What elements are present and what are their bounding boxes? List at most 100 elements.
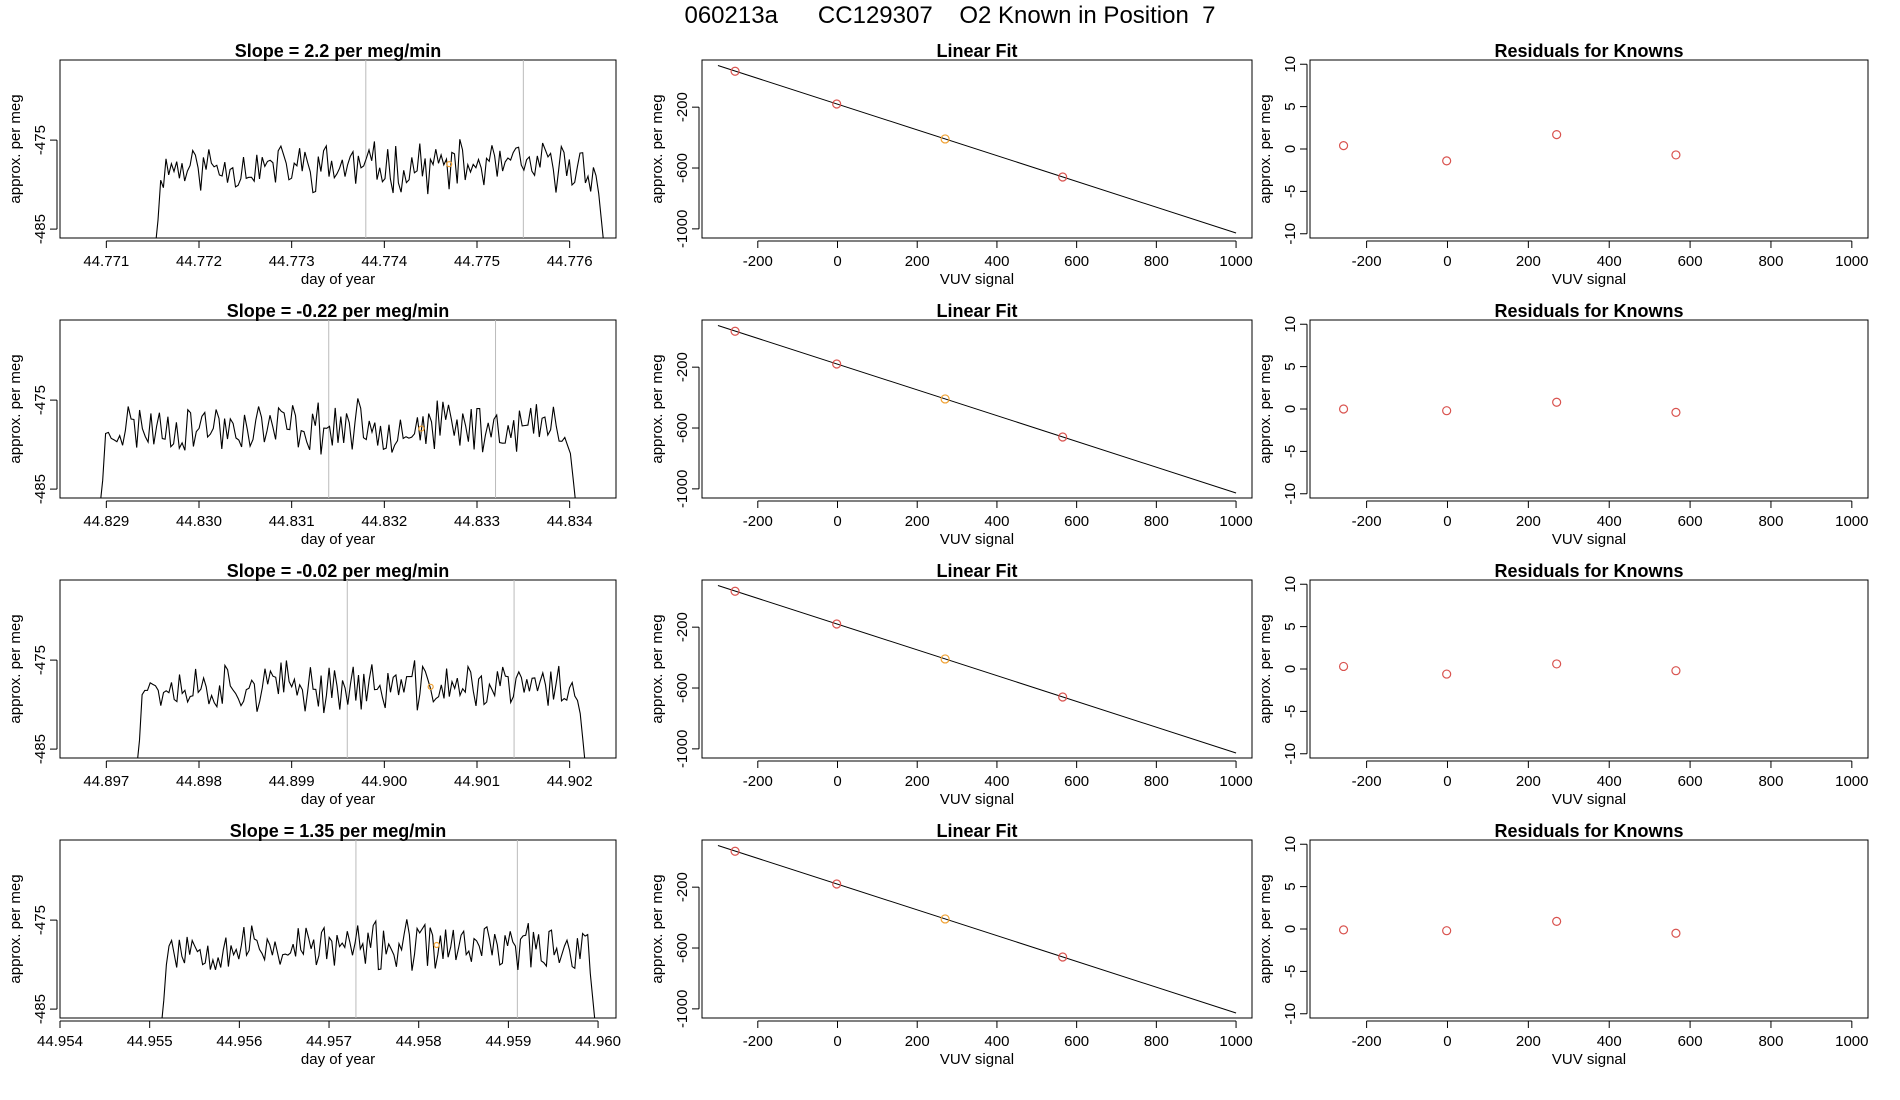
plot-frame: [701, 839, 1253, 1019]
plot-area: [717, 325, 1237, 494]
x-tick-label: 0: [833, 253, 841, 270]
chart-title: Slope = -0.22 per meg/min: [227, 301, 450, 321]
x-tick-label: 200: [905, 513, 930, 530]
y-tick-label: -200: [674, 352, 691, 382]
chart-title: Slope = 1.35 per meg/min: [230, 821, 447, 841]
y-tick-label: -475: [32, 645, 49, 675]
x-tick-label: -200: [743, 253, 773, 270]
x-tick-label: 0: [1443, 253, 1451, 270]
page-title: 060213a CC129307 O2 Known in Position 7: [684, 2, 1216, 29]
y-tick-label: -600: [674, 933, 691, 963]
plot-area: [1338, 916, 1681, 938]
plot-area: [717, 845, 1237, 1014]
x-tick-label: 600: [1064, 773, 1089, 790]
chart-title: Linear Fit: [936, 41, 1017, 61]
x-tick-label: -200: [1352, 1033, 1382, 1050]
fit-line: [717, 325, 1237, 494]
mean-marker: [427, 683, 434, 690]
r2-linear-panel: Linear Fit -200 0 200 400 600 800 1000 VUV signa…: [649, 301, 1253, 548]
x-tick-label: 400: [984, 773, 1009, 790]
y-tick-label: 0: [1282, 405, 1299, 413]
x-axis-label: VUV signal: [940, 531, 1014, 548]
y-tick-label: -485: [32, 214, 49, 244]
y-tick-label: -10: [1282, 483, 1299, 505]
y-tick-label: 5: [1282, 882, 1299, 890]
x-tick-label: 44.831: [269, 513, 315, 530]
y-tick-label: 0: [1282, 925, 1299, 933]
x-tick-label: 44.956: [216, 1033, 262, 1050]
x-axis-label: day of year: [301, 1051, 375, 1068]
x-axis-label: day of year: [301, 531, 375, 548]
x-tick-label: 200: [1516, 513, 1541, 530]
x-tick-label: 200: [1516, 1033, 1541, 1050]
y-tick-label: -485: [32, 994, 49, 1024]
x-tick-label: 200: [905, 773, 930, 790]
x-tick-label: 800: [1758, 513, 1783, 530]
x-tick-label: 1000: [1835, 773, 1868, 790]
chart-title: Linear Fit: [936, 301, 1017, 321]
data-point: [1442, 926, 1452, 936]
chart-title: Residuals for Knowns: [1494, 561, 1683, 581]
x-tick-label: 44.955: [127, 1033, 173, 1050]
plot-area: [155, 60, 604, 238]
y-tick-label: 10: [1282, 576, 1299, 593]
x-tick-label: 44.958: [396, 1033, 442, 1050]
x-tick-label: 0: [833, 773, 841, 790]
plot-area: [161, 840, 596, 1018]
x-tick-label: 800: [1144, 1033, 1169, 1050]
fit-line: [717, 65, 1237, 234]
y-axis-label: approx. per meg: [649, 354, 666, 463]
x-tick-label: 44.772: [176, 253, 222, 270]
r3-timeseries-panel: Slope = -0.02 per meg/min 44.897 44.898 44.…: [7, 561, 617, 808]
x-tick-label: 600: [1678, 513, 1703, 530]
y-tick-label: -200: [674, 612, 691, 642]
mean-marker: [446, 161, 453, 168]
mean-marker: [433, 941, 440, 949]
r4-timeseries-panel: Slope = 1.35 per meg/min 44.954 44.955 44.9…: [7, 821, 621, 1068]
x-tick-label: 1000: [1219, 1033, 1252, 1050]
x-tick-label: -200: [1352, 513, 1382, 530]
x-tick-label: 44.830: [176, 513, 222, 530]
y-tick-label: 0: [1282, 665, 1299, 673]
plot-area: [100, 320, 576, 498]
plot-frame: [59, 579, 617, 759]
x-tick-label: 400: [1597, 253, 1622, 270]
r4-linear-panel: Linear Fit -200 0 200 400 600 800 1000 VUV signa…: [649, 821, 1253, 1068]
y-tick-label: 0: [1282, 145, 1299, 153]
x-tick-label: 200: [1516, 253, 1541, 270]
fit-line: [717, 845, 1237, 1014]
y-tick-label: -475: [32, 905, 49, 935]
r1-linear-panel: Linear Fit -200 0 200 400 600 800 1000 VUV signa…: [649, 41, 1253, 288]
x-tick-label: 200: [905, 253, 930, 270]
data-point: [1552, 659, 1562, 669]
x-tick-label: 0: [833, 1033, 841, 1050]
x-tick-label: 800: [1758, 253, 1783, 270]
chart-title: Slope = 2.2 per meg/min: [235, 41, 442, 61]
y-tick-label: -485: [32, 474, 49, 504]
x-tick-label: 400: [984, 1033, 1009, 1050]
x-tick-label: 400: [984, 513, 1009, 530]
y-tick-label: 5: [1282, 622, 1299, 630]
data-point: [1671, 666, 1681, 676]
x-tick-label: 44.899: [269, 773, 315, 790]
plot-area: [1338, 397, 1681, 417]
x-tick-label: 600: [1678, 253, 1703, 270]
fit-line: [717, 585, 1237, 754]
x-axis-label: VUV signal: [1552, 271, 1626, 288]
y-tick-label: -1000: [674, 730, 691, 768]
chart-title: Slope = -0.02 per meg/min: [227, 561, 450, 581]
y-tick-label: -10: [1282, 743, 1299, 765]
x-tick-label: 0: [833, 513, 841, 530]
x-tick-label: 600: [1064, 513, 1089, 530]
x-tick-label: 44.775: [454, 253, 500, 270]
y-tick-label: -5: [1282, 965, 1299, 978]
r1-timeseries-panel: Slope = 2.2 per meg/min 44.771 44.772 44.77…: [7, 41, 617, 288]
plot-area: [137, 580, 586, 758]
r2-timeseries-panel: Slope = -0.22 per meg/min 44.829 44.830 44.…: [7, 301, 617, 548]
x-tick-label: 1000: [1219, 773, 1252, 790]
y-tick-label: -1000: [674, 210, 691, 248]
data-point: [940, 134, 950, 144]
x-tick-label: 1000: [1835, 1033, 1868, 1050]
x-tick-label: 44.957: [306, 1033, 352, 1050]
